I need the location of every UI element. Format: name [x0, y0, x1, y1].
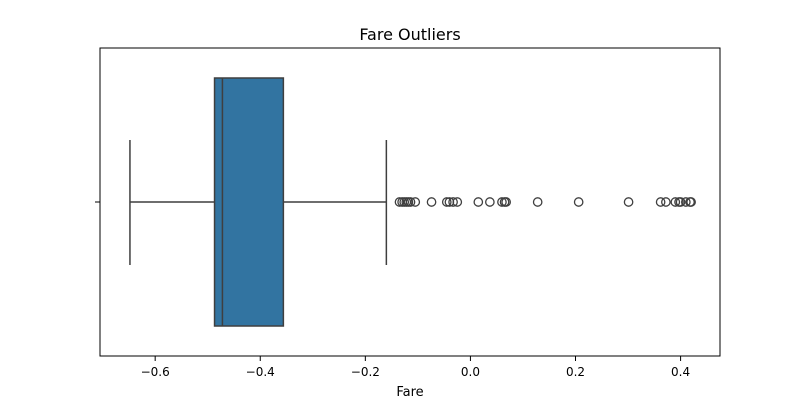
outlier-point [680, 197, 691, 207]
outlier-point [532, 197, 543, 207]
outlier-point [410, 197, 421, 207]
outlier-group [394, 197, 696, 207]
outlier-point [623, 197, 634, 207]
outlier-point [686, 197, 696, 207]
outlier-point [670, 197, 681, 207]
outlier-point [426, 197, 437, 207]
outlier-point [655, 197, 666, 207]
x-tick-label: 0.2 [566, 365, 585, 379]
x-tick-label: −0.6 [141, 365, 170, 379]
outlier-point [497, 197, 507, 207]
outlier-point [405, 197, 416, 207]
chart-title: Fare Outliers [359, 25, 460, 44]
x-tick-label: 0.4 [671, 365, 690, 379]
outlier-point [501, 197, 512, 207]
x-tick-label: 0.0 [461, 365, 480, 379]
x-axis: −0.6 −0.4 −0.2 0.0 0.2 0.4 [141, 356, 690, 379]
iqr-box [213, 77, 285, 327]
outlier-point [573, 197, 584, 207]
x-axis-label: Fare [396, 385, 423, 400]
outlier-point [441, 197, 452, 207]
x-tick-label: −0.2 [351, 365, 380, 379]
outlier-point [452, 197, 463, 207]
x-tick-label: −0.4 [246, 365, 275, 379]
box-plot [129, 77, 388, 327]
outlier-point [448, 197, 458, 207]
outlier-point [485, 197, 495, 207]
outlier-point [473, 197, 484, 207]
outlier-point [661, 197, 671, 207]
outlier-point [675, 197, 686, 207]
